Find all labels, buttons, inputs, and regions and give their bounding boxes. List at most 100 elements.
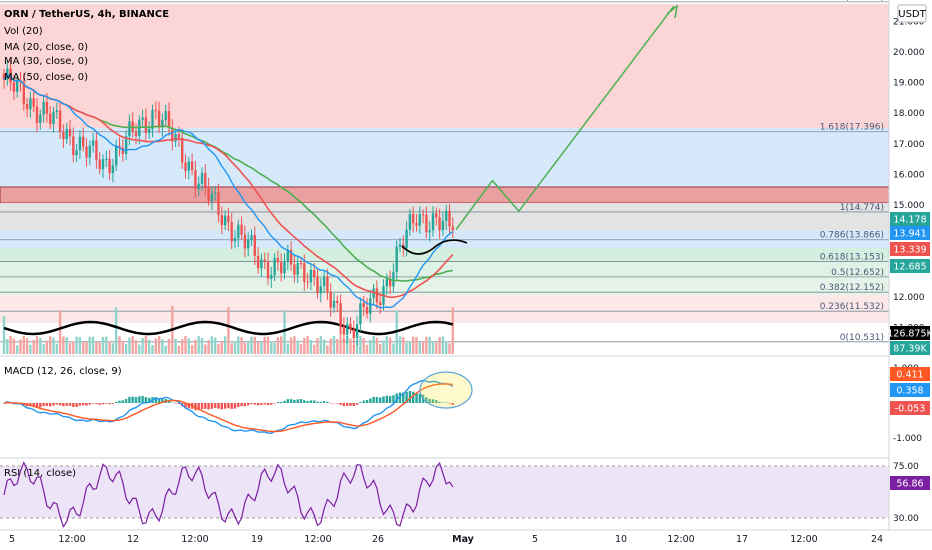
fib-zone-2618 [0,4,889,128]
macd-hist-bar [362,400,365,403]
volume-bar [39,337,42,354]
macd-hist-bar [95,403,98,404]
candle-body [105,158,108,160]
projection-arrow-path [455,5,675,230]
macd-hist-bar [49,403,52,407]
macd-hist-bar [204,403,207,409]
macd-hist-bar [431,399,435,403]
candle-body [326,276,329,293]
candle-body [418,214,421,226]
volume-bar [316,338,319,354]
macd-hist-bar [98,403,101,405]
volume-bar [375,337,379,354]
macd-hist-bar [128,396,131,403]
macd-hist-bar [200,403,204,410]
time-tick-label: 12 [127,534,139,545]
candle-body [12,82,16,92]
volume-bar [332,336,336,354]
candle-body [62,131,65,140]
candle-body [428,230,431,233]
time-tick-label: 12:00 [181,534,208,545]
macd-hist-bar [42,403,45,407]
volume-tag [890,326,930,340]
volume-bar [339,315,342,354]
volume-bar [336,339,339,354]
candle-body [438,217,441,231]
volume-bar [256,342,260,354]
candle-body [35,106,39,124]
time-tick-label: 5 [9,534,15,545]
volume-bar [237,336,240,354]
macd-hist-bar [154,397,157,403]
candle-body [174,134,177,142]
volume-bar [421,342,425,354]
volume-bar [223,336,227,354]
volume-bar [88,336,91,354]
candle-body [415,223,418,226]
time-tick-label: 5 [532,534,538,545]
macd-hist-bar [207,403,210,410]
volume-bar [220,340,223,354]
fib-label: 0.236(11.532) [820,302,884,312]
macd-hist-bar [398,392,402,403]
time-tick-label: 26 [372,534,384,545]
macd-hist-bar [415,392,418,403]
candle-body [25,104,29,110]
macd-hist-bar [355,403,359,405]
volume-bar [322,339,326,354]
volume-bar [29,344,32,354]
candle-body [398,244,402,247]
fib-zone-1618 [0,128,889,187]
fib-level-labels: 2.618(21.639) 1.618(17.396) 1(14.774) 0.786… [820,0,884,343]
time-tick-label: 17 [736,534,748,545]
time-tick-label: 24 [871,534,883,545]
cup-handle-drawing [401,239,468,255]
volume-bar [210,336,214,354]
candle-body [342,326,346,335]
macd-hist-bar [105,403,108,404]
candle-body [227,215,230,223]
volume-bar [204,344,207,354]
macd-hist-bar [441,402,445,404]
macd-hist-bar [408,390,412,403]
legend-ma50: MA (50, close, 0) [4,72,88,83]
candle-body [388,279,392,287]
time-axis-ticks[interactable]: 5 12:00 12 12:00 19 12:00 26 May 5 10 12:00 17 12:00… [9,534,883,545]
candle-body [365,307,369,314]
candle-body [184,162,187,171]
volume-bar [75,336,78,354]
price-tags: 14.178 13.941 13.339 12.685 126.875K 87.39K 0.… [887,212,932,490]
candle-body [253,235,256,256]
volume-bar [438,337,441,354]
rsi-band [0,466,889,518]
volume-bar [194,339,197,354]
volume-bar [355,339,359,354]
candle-body [187,161,190,171]
volume-bar [42,344,45,354]
volume-bar [72,341,75,354]
candle-body [52,111,55,124]
macd-hist-bar [313,400,316,403]
currency-badge[interactable] [897,4,927,23]
macd-hist-bar [32,403,35,407]
macd-hist-bar [326,401,329,403]
volume-bar [372,336,375,354]
macd-hist-bar [167,400,171,403]
candle-body [329,292,332,308]
volume-bar [184,336,187,354]
volume-bar [270,341,273,354]
volume-bar [157,336,161,354]
time-tick-label: 12:00 [304,534,331,545]
volume-bar [108,341,111,354]
volume-bar [289,337,293,354]
volume-bar [415,336,418,354]
macd-hist-bar [445,402,448,403]
fib-label: 2.618(21.639) [820,0,884,3]
volume-bar [65,337,68,354]
volume-bar [233,341,237,354]
volume-bar [408,341,412,354]
volume-bar [35,336,39,354]
candle-body [200,172,204,184]
volume-bar [388,337,392,354]
